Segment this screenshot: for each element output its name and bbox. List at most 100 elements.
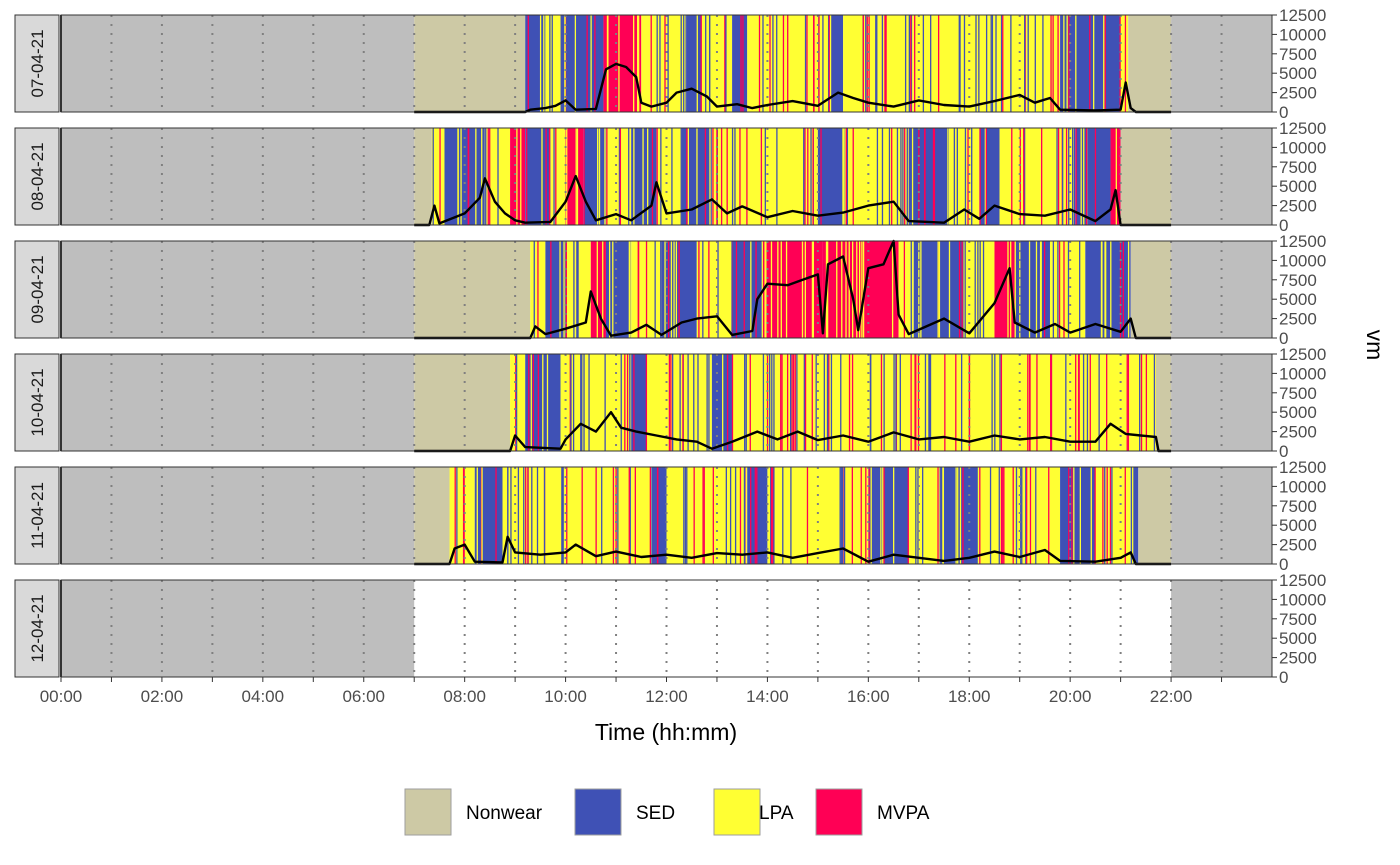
- segment-texture: [664, 241, 666, 338]
- segment-texture: [930, 15, 932, 112]
- segment-texture: [527, 467, 529, 564]
- segment-texture: [991, 15, 994, 112]
- segment-texture: [598, 128, 601, 225]
- segment-texture: [686, 128, 688, 225]
- segment-texture: [790, 467, 792, 564]
- segment-texture: [822, 15, 824, 112]
- x-tick-label: 02:00: [141, 687, 184, 706]
- segment-texture: [772, 15, 774, 112]
- segment-texture: [794, 354, 796, 451]
- segment-texture: [842, 128, 844, 225]
- vm-line: [414, 239, 1172, 340]
- segment-texture: [929, 354, 932, 451]
- segment-texture: [1000, 15, 1003, 112]
- segment-texture: [956, 128, 958, 225]
- segment-lpa: [510, 354, 526, 451]
- segment-texture: [1021, 467, 1023, 564]
- outside-window-before: [61, 15, 415, 112]
- segment-nonwear: [1130, 241, 1172, 338]
- y-tick-label: 0: [1279, 103, 1288, 122]
- segment-texture: [1003, 467, 1005, 564]
- panel-date-label: 11-04-21: [28, 482, 47, 549]
- outside-window-before: [61, 580, 415, 677]
- x-tick-label: 00:00: [40, 687, 83, 706]
- segment-texture: [725, 15, 727, 112]
- segment-texture: [1124, 467, 1126, 564]
- segment-texture: [845, 241, 847, 338]
- segment-texture: [566, 128, 568, 225]
- y-tick-label: 10000: [1279, 25, 1326, 44]
- segment-texture: [1000, 354, 1003, 451]
- segment-texture: [915, 467, 917, 564]
- x-tick-label: 20:00: [1049, 687, 1092, 706]
- segment-sed: [979, 128, 1000, 225]
- segment-texture: [1050, 354, 1053, 451]
- segment-sed: [711, 354, 733, 451]
- segment-texture: [604, 354, 606, 451]
- segment-texture: [604, 128, 606, 225]
- segment-texture: [594, 15, 596, 112]
- segment-texture: [1103, 15, 1105, 112]
- segment-texture: [1020, 467, 1022, 564]
- segment-texture: [659, 15, 661, 112]
- segment-texture: [990, 15, 992, 112]
- y-tick-label: 10000: [1279, 138, 1326, 157]
- segment-texture: [940, 467, 943, 564]
- segment-texture: [862, 15, 864, 112]
- segment-texture: [537, 241, 539, 338]
- segment-texture: [1098, 354, 1100, 451]
- segment-texture: [961, 241, 963, 338]
- segment-texture: [828, 15, 831, 112]
- segment-texture: [439, 128, 441, 225]
- segment-texture: [497, 128, 499, 225]
- segment-texture: [911, 128, 914, 225]
- segment-texture: [1068, 467, 1070, 564]
- panel-date-label: 07-04-21: [28, 29, 47, 97]
- segment-texture: [489, 128, 491, 225]
- x-tick-label: 10:00: [544, 687, 587, 706]
- segment-texture: [1110, 241, 1112, 338]
- segment-texture: [1094, 128, 1097, 225]
- x-tick-label: 14:00: [746, 687, 789, 706]
- segment-texture: [773, 354, 775, 451]
- segment-texture: [820, 128, 822, 225]
- segment-texture: [1085, 128, 1088, 225]
- segment-texture: [539, 15, 542, 112]
- segment-texture: [693, 467, 695, 564]
- segment-texture: [542, 354, 544, 451]
- segment-texture: [1079, 467, 1081, 564]
- segment-texture: [985, 128, 987, 225]
- y-tick-label: 10000: [1279, 364, 1326, 383]
- segment-texture: [953, 128, 956, 225]
- segment-texture: [963, 15, 966, 112]
- segment-texture: [1132, 467, 1134, 564]
- segment-sed: [732, 15, 748, 112]
- segment-texture: [559, 241, 561, 338]
- segment-texture: [673, 241, 675, 338]
- segment-texture: [754, 467, 756, 564]
- y-tick-label: 12500: [1279, 119, 1326, 138]
- segment-texture: [740, 15, 742, 112]
- segment-texture: [765, 241, 767, 338]
- segment-texture: [523, 467, 525, 564]
- x-tick-label: 22:00: [1150, 687, 1193, 706]
- segment-texture: [888, 128, 891, 225]
- segment-texture: [618, 128, 621, 225]
- segment-lpa: [696, 241, 733, 338]
- segment-texture: [706, 354, 708, 451]
- segment-texture: [991, 354, 993, 451]
- segment-texture: [624, 354, 626, 451]
- segment-texture: [851, 354, 854, 451]
- segment-texture: [1153, 354, 1156, 451]
- segment-texture: [876, 128, 879, 225]
- segment-sed: [545, 241, 566, 338]
- y-tick-label: 0: [1279, 555, 1288, 574]
- segment-texture: [994, 354, 996, 451]
- segment-texture: [962, 467, 964, 564]
- segment-sed: [1130, 467, 1139, 564]
- legend-label-sed: SED: [636, 803, 675, 824]
- segment-sed: [651, 467, 667, 564]
- y-tick-label: 10000: [1279, 251, 1326, 270]
- segment-texture: [739, 467, 742, 564]
- x-tick-label: 12:00: [645, 687, 688, 706]
